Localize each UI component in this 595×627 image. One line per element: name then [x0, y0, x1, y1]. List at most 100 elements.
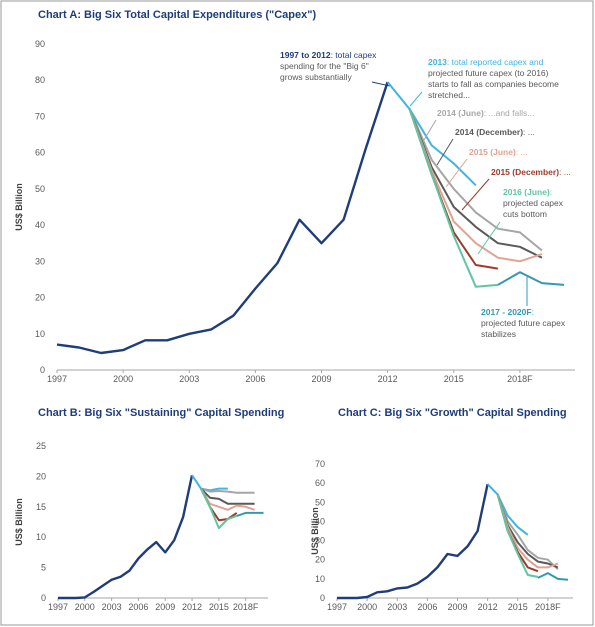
x-tick-label: 2012 — [182, 602, 202, 612]
x-tick-label: 2000 — [113, 374, 133, 384]
x-tick-label: 1997 — [327, 602, 347, 612]
series-line — [58, 474, 194, 600]
chart-title: Chart C: Big Six "Growth" Capital Spendi… — [338, 407, 567, 419]
x-tick-label: 2015 — [508, 602, 528, 612]
series-line — [56, 81, 389, 355]
x-tick-label: 2009 — [155, 602, 175, 612]
y-tick-label: 25 — [36, 441, 46, 451]
y-axis-label: US$ Billion — [14, 183, 24, 231]
annotation-text: : — [532, 307, 534, 317]
y-tick-label: 20 — [35, 293, 45, 303]
x-tick-label: 2018F — [535, 602, 561, 612]
y-tick-label: 20 — [36, 471, 46, 481]
annotation-leader — [423, 119, 437, 141]
series-line — [408, 108, 498, 288]
x-tick-label: 2009 — [447, 602, 467, 612]
x-tick-label: 2018F — [507, 374, 533, 384]
x-tick-label: 2003 — [179, 374, 199, 384]
annotation-leader — [409, 91, 423, 107]
x-tick-label: 2009 — [311, 374, 331, 384]
annotation: 2016 (June): — [503, 187, 552, 197]
x-tick-label: 1997 — [47, 374, 67, 384]
series-line — [408, 108, 543, 259]
annotation-text: grows substantially — [280, 72, 353, 82]
y-tick-label: 30 — [35, 256, 45, 266]
annotation: 2014 (June): ...and falls... — [437, 108, 534, 118]
series-line — [408, 108, 543, 252]
series-line — [236, 511, 264, 517]
annotation-text: : ... — [559, 167, 571, 177]
series-line — [496, 494, 559, 569]
y-tick-label: 10 — [36, 532, 46, 542]
series-line — [200, 488, 238, 530]
y-tick-label: 50 — [315, 497, 325, 507]
series-line — [497, 271, 565, 286]
series-line — [537, 572, 569, 581]
y-tick-label: 0 — [40, 365, 45, 375]
y-axis-label: US$ Billion — [14, 498, 24, 546]
annotation-text: projected future capex (to 2016) — [428, 68, 549, 78]
y-tick-label: 70 — [35, 111, 45, 121]
y-tick-label: 90 — [35, 39, 45, 49]
x-tick-label: 2006 — [245, 374, 265, 384]
annotation-leader — [436, 138, 454, 166]
y-tick-label: 10 — [35, 329, 45, 339]
y-tick-label: 20 — [315, 555, 325, 565]
y-tick-label: 70 — [315, 459, 325, 469]
annotation-leader — [461, 178, 490, 211]
annotation-label: 2016 (June) — [503, 187, 550, 197]
x-tick-label: 2012 — [478, 602, 498, 612]
x-tick-label: 2006 — [128, 602, 148, 612]
annotation-text: : ... — [516, 147, 528, 157]
annotation-text: : ...and falls... — [484, 108, 535, 118]
x-tick-label: 2003 — [102, 602, 122, 612]
annotation-text: : total capex — [331, 50, 378, 60]
y-tick-label: 0 — [41, 593, 46, 603]
x-tick-label: 2015 — [209, 602, 229, 612]
x-tick-label: 2018F — [233, 602, 259, 612]
annotation: 2013: total reported capex and — [428, 57, 544, 67]
y-tick-label: 80 — [35, 75, 45, 85]
annotation-leader — [371, 81, 391, 87]
annotation-leader — [445, 158, 468, 188]
x-tick-label: 2015 — [444, 374, 464, 384]
annotation-label: 2013 — [428, 57, 447, 67]
annotation: 2014 (December): ... — [455, 127, 535, 137]
annotation-text: spending for the "Big 6" — [280, 61, 369, 71]
annotation-text: starts to fall as companies become — [428, 79, 559, 89]
annotation-text: projected capex — [503, 198, 564, 208]
annotation-text: stretched... — [428, 90, 470, 100]
x-tick-label: 1997 — [48, 602, 68, 612]
annotation: 2015 (December): ... — [491, 167, 571, 177]
annotation-label: 2014 (June) — [437, 108, 484, 118]
annotation-text: : total reported capex and — [447, 57, 544, 67]
y-tick-label: 30 — [315, 536, 325, 546]
y-tick-label: 40 — [35, 220, 45, 230]
y-tick-label: 60 — [315, 478, 325, 488]
annotation-leader — [477, 221, 501, 255]
series-line — [200, 488, 255, 511]
series-line — [191, 474, 228, 492]
annotation-text: projected future capex — [481, 318, 566, 328]
series-line — [486, 483, 529, 536]
annotation: 1997 to 2012: total capex — [280, 50, 377, 60]
annotation-label: 2017 - 2020F — [481, 307, 532, 317]
chart-title: Chart B: Big Six "Sustaining" Capital Sp… — [38, 407, 284, 419]
series-line — [200, 487, 255, 494]
x-tick-label: 2006 — [417, 602, 437, 612]
y-tick-label: 60 — [35, 148, 45, 158]
x-tick-label: 2000 — [357, 602, 377, 612]
x-tick-label: 2000 — [75, 602, 95, 612]
annotation-label: 2014 (December) — [455, 127, 523, 137]
series-line — [386, 81, 477, 187]
annotation-text: stabilizes — [481, 329, 516, 339]
annotation-text: : ... — [523, 127, 535, 137]
x-tick-label: 2003 — [387, 602, 407, 612]
annotation-text: : — [550, 187, 552, 197]
y-tick-label: 5 — [41, 563, 46, 573]
annotation: 2017 - 2020F: — [481, 307, 534, 317]
y-tick-label: 40 — [315, 516, 325, 526]
